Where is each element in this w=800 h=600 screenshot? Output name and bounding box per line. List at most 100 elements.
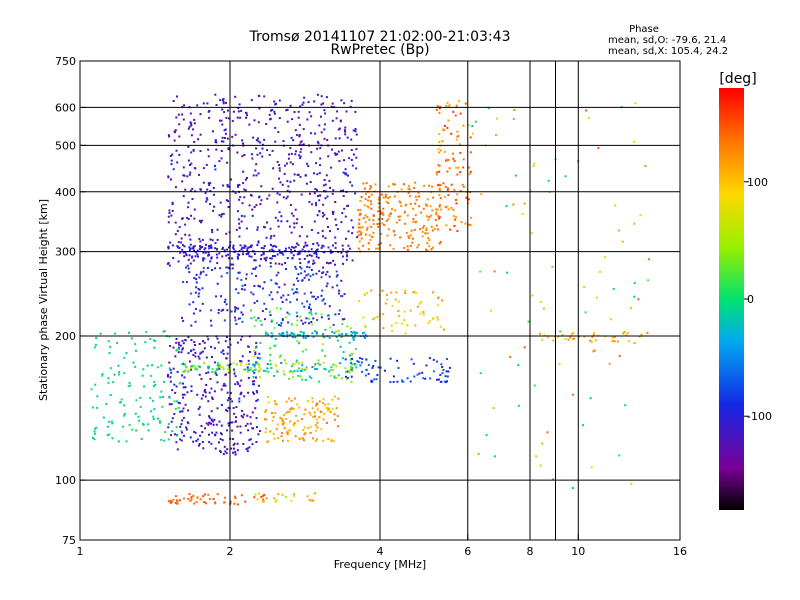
- data-point: [106, 434, 109, 437]
- data-point: [202, 270, 205, 273]
- data-point: [170, 434, 172, 437]
- data-point: [253, 301, 256, 304]
- data-point: [326, 314, 329, 317]
- data-point: [197, 295, 200, 298]
- data-point: [322, 336, 325, 339]
- data-point: [248, 255, 251, 258]
- data-point: [294, 208, 297, 211]
- data-point: [310, 254, 313, 257]
- data-point: [316, 319, 319, 321]
- data-point: [351, 370, 354, 373]
- data-point: [217, 311, 220, 314]
- grid-lines: [80, 61, 680, 540]
- data-point: [210, 246, 213, 249]
- data-point: [296, 277, 298, 280]
- data-point: [436, 228, 439, 231]
- data-point: [305, 274, 308, 277]
- data-point: [242, 443, 245, 445]
- data-point: [217, 341, 220, 344]
- data-point: [462, 166, 465, 169]
- data-point: [321, 299, 324, 302]
- data-point: [226, 399, 229, 402]
- data-point: [289, 370, 292, 373]
- data-point: [306, 235, 309, 238]
- data-point: [312, 437, 314, 440]
- data-point: [294, 291, 297, 294]
- data-point: [329, 249, 332, 252]
- data-point: [298, 406, 301, 409]
- data-point: [453, 224, 456, 227]
- data-point: [195, 440, 198, 442]
- data-point: [454, 199, 457, 201]
- data-point: [313, 192, 316, 195]
- data-point: [274, 344, 277, 347]
- data-point: [552, 478, 555, 481]
- data-point: [271, 108, 274, 111]
- data-point: [446, 170, 449, 173]
- data-point: [286, 180, 289, 183]
- data-point: [208, 498, 211, 500]
- data-point: [392, 183, 394, 186]
- data-point: [285, 411, 288, 414]
- data-point: [440, 363, 443, 366]
- data-point: [208, 109, 211, 112]
- data-point: [354, 128, 357, 130]
- data-point: [160, 364, 163, 367]
- data-point: [281, 432, 283, 435]
- data-point: [151, 399, 154, 402]
- data-point: [286, 430, 288, 433]
- data-point: [173, 139, 176, 142]
- x-axis-label: Frequency [MHz]: [334, 558, 426, 571]
- data-point: [149, 337, 152, 340]
- data-point: [459, 190, 462, 193]
- data-point: [423, 184, 426, 187]
- data-point: [338, 137, 341, 140]
- data-point: [248, 123, 251, 126]
- data-point: [316, 403, 319, 406]
- data-point: [184, 369, 187, 372]
- data-point: [449, 228, 452, 231]
- data-point: [523, 346, 526, 349]
- data-point: [260, 199, 263, 202]
- data-point: [254, 169, 257, 172]
- data-point: [168, 335, 171, 338]
- data-point: [248, 363, 251, 366]
- data-point: [251, 370, 254, 373]
- data-point: [265, 308, 268, 310]
- data-point: [230, 447, 233, 450]
- data-point: [242, 170, 245, 173]
- data-point: [349, 327, 352, 330]
- data-point: [250, 194, 253, 197]
- data-point: [197, 255, 199, 258]
- data-point: [421, 235, 424, 238]
- data-point: [238, 198, 241, 201]
- data-point: [310, 229, 313, 231]
- data-point: [139, 396, 142, 399]
- data-point: [240, 360, 243, 363]
- data-point: [187, 409, 190, 412]
- data-point: [109, 367, 112, 370]
- data-point: [304, 408, 307, 411]
- data-point: [243, 188, 246, 191]
- data-point: [222, 349, 225, 352]
- data-point: [261, 310, 264, 313]
- data-point: [406, 377, 409, 380]
- data-point: [236, 255, 239, 258]
- data-point: [456, 193, 459, 196]
- data-point: [321, 215, 324, 218]
- data-point: [252, 383, 255, 386]
- data-point: [233, 447, 235, 450]
- data-point: [224, 298, 227, 301]
- data-point: [267, 401, 270, 404]
- data-point: [316, 296, 319, 299]
- data-point: [357, 361, 360, 363]
- data-point: [297, 273, 300, 276]
- data-point: [368, 188, 371, 190]
- data-point: [387, 202, 390, 204]
- data-point: [219, 366, 222, 369]
- data-point: [111, 437, 114, 440]
- data-point: [431, 229, 434, 232]
- data-point: [505, 205, 508, 208]
- data-point: [319, 164, 321, 167]
- data-point: [492, 407, 495, 410]
